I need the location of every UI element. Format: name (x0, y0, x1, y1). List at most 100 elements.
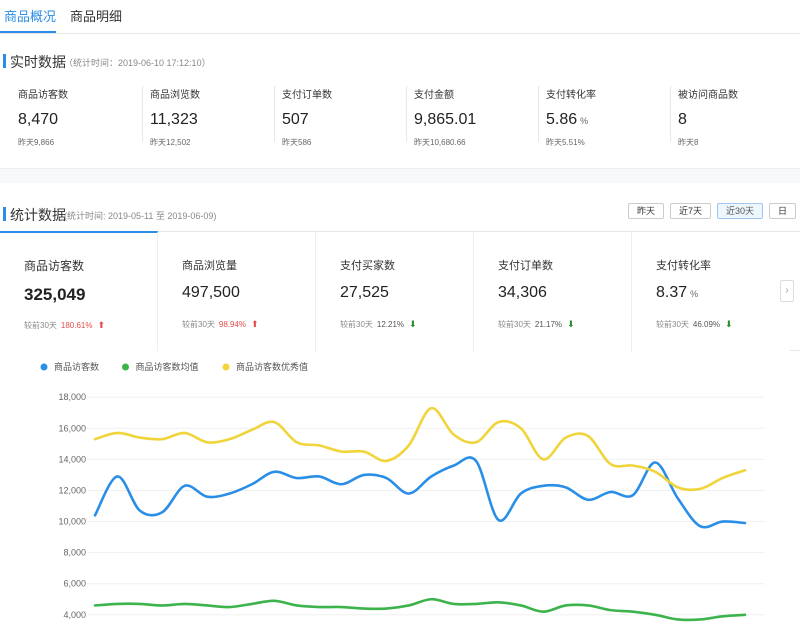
metric-value: 8,470 (18, 111, 59, 128)
change-percent: 46.09% (692, 320, 721, 329)
arrow-up-icon: ⬆ (97, 320, 106, 330)
card-value: 497,500 (182, 284, 240, 301)
card-label: 商品访客数 (24, 259, 85, 273)
card-label: 支付买家数 (340, 260, 395, 272)
metric-yesterday: 昨天12,502 (150, 138, 191, 147)
legend-marker (122, 363, 129, 371)
arrow-up-icon: ⬆ (251, 319, 259, 329)
series-line (93, 597, 747, 622)
date-range-buttons: 昨天 近7天 近30天 日 (627, 203, 796, 219)
metric-card-orders[interactable]: 支付订单数 34,306 较前30天 21.17% ⬇ (474, 232, 632, 352)
metric-card-visitors[interactable]: 商品访客数 325,049 较前30天 180.61% ⬆ (0, 231, 158, 351)
divider (142, 86, 143, 142)
realtime-metric: 商品访客数 8,470 昨天9,866 (18, 86, 150, 148)
stats-subtitle: (统计时间: 2019-05-11 至 2019-06-09) (64, 211, 217, 221)
card-compare: 较前30天 180.61% ⬆ (24, 320, 106, 330)
metric-yesterday: 昨天586 (282, 138, 312, 147)
change-percent: 98.94% (218, 320, 247, 329)
visitor-trend-chart: 4,000 6,000 8,000 10,000 12,000 14,000 16,000 1… (0, 351, 800, 630)
section-gap (0, 169, 800, 183)
metric-label: 商品访客数 (18, 90, 68, 101)
tab-product-overview[interactable]: 商品概况 (4, 9, 57, 24)
metric-cards: 商品访客数 325,049 较前30天 180.61% ⬆ 商品浏览量 497,50… (0, 231, 800, 352)
card-label: 支付转化率 (656, 260, 711, 272)
realtime-title: 实时数据 (10, 54, 66, 70)
yesterday-button[interactable]: 昨天 (627, 203, 664, 219)
realtime-metric: 支付转化率 5.86% 昨天5.51% (538, 86, 678, 148)
realtime-metric: 商品浏览数 11,323 昨天12,502 (142, 86, 282, 148)
legend-label: 商品访客数 (54, 361, 99, 372)
metric-yesterday: 昨天5.51% (546, 138, 585, 147)
realtime-section: 实时数据 （统计时间：2019-06-10 17:12:10） 商品访客数 8,… (0, 34, 800, 169)
change-percent: 180.61% (60, 321, 93, 330)
day-button[interactable]: 日 (768, 203, 796, 219)
active-tab-underline (0, 31, 56, 33)
line-chart-svg: 4,000 6,000 8,000 10,000 12,000 14,000 16,000 1… (40, 361, 765, 622)
y-tick-label: 18,000 (58, 392, 86, 402)
y-tick-label: 8,000 (63, 548, 86, 558)
metric-label: 商品浏览数 (150, 90, 200, 101)
divider (274, 86, 275, 142)
metric-value: 507 (282, 111, 309, 128)
metric-label: 被访问商品数 (678, 90, 738, 101)
card-compare: 较前30天 12.21% ⬇ (340, 319, 417, 329)
metric-value: 9,865.01 (414, 111, 477, 128)
realtime-metric: 支付金额 9,865.01 昨天10,680.66 (406, 86, 546, 148)
metric-label: 支付订单数 (282, 90, 332, 101)
metric-value: 8 (678, 111, 687, 128)
metric-yesterday: 昨天10,680.66 (414, 138, 466, 147)
card-value: 8.37% (656, 284, 699, 301)
metric-yesterday: 昨天9,866 (18, 138, 55, 147)
y-tick-label: 6,000 (63, 579, 86, 589)
realtime-metric: 被访问商品数 8 昨天8 (670, 86, 800, 148)
y-tick-label: 12,000 (58, 485, 86, 495)
realtime-metric: 支付订单数 507 昨天586 (274, 86, 414, 148)
y-tick-label: 10,000 (58, 517, 86, 527)
card-compare: 较前30天 98.94% ⬆ (182, 319, 259, 329)
metric-value: 5.86% (546, 111, 589, 128)
card-value: 34,306 (498, 284, 547, 301)
card-value: 325,049 (24, 285, 86, 304)
change-percent: 21.17% (534, 320, 563, 329)
legend-label: 商品访客数均值 (136, 361, 199, 372)
card-label: 支付订单数 (498, 260, 553, 272)
metric-card-buyers[interactable]: 支付买家数 27,525 较前30天 12.21% ⬇ (316, 232, 474, 352)
realtime-subtitle: （统计时间：2019-06-10 17:12:10） (64, 58, 211, 68)
tab-product-detail[interactable]: 商品明细 (70, 9, 123, 24)
card-compare: 较前30天 21.17% ⬇ (498, 319, 575, 329)
chevron-right-icon[interactable]: › (780, 280, 794, 302)
stats-title: 统计数据 (10, 207, 66, 223)
card-unit: % (690, 289, 699, 299)
metric-value: 11,323 (150, 111, 198, 128)
legend-marker (40, 363, 48, 371)
arrow-down-icon: ⬇ (409, 319, 417, 329)
metric-label: 支付转化率 (546, 90, 596, 101)
stats-header: 统计数据 (统计时间: 2019-05-11 至 2019-06-09) 昨天 … (0, 183, 800, 231)
card-label: 商品浏览量 (182, 260, 237, 272)
change-percent: 12.21% (376, 320, 405, 329)
card-value: 27,525 (340, 284, 389, 301)
metric-card-pageviews[interactable]: 商品浏览量 497,500 较前30天 98.94% ⬆ (158, 232, 316, 352)
section-marker (3, 207, 6, 221)
metric-yesterday: 昨天8 (678, 138, 699, 147)
legend-label: 商品访客数优秀值 (236, 361, 308, 372)
last-30-days-button[interactable]: 近30天 (716, 203, 763, 219)
series-line (93, 406, 747, 492)
divider (538, 86, 539, 142)
y-tick-label: 4,000 (63, 610, 86, 620)
y-tick-label: 14,000 (58, 454, 86, 464)
arrow-down-icon: ⬇ (567, 319, 575, 329)
arrow-down-icon: ⬇ (725, 319, 733, 329)
legend-marker (222, 363, 230, 371)
top-tabs: 商品概况 商品明细 (0, 0, 800, 34)
last-7-days-button[interactable]: 近7天 (669, 203, 711, 219)
divider (670, 86, 671, 142)
y-tick-label: 16,000 (58, 423, 86, 433)
series-line (93, 456, 747, 529)
divider (406, 86, 407, 142)
metric-unit: % (580, 116, 589, 126)
section-marker (3, 54, 6, 68)
card-compare: 较前30天 46.09% ⬇ (656, 319, 733, 329)
metric-card-conversion[interactable]: 支付转化率 8.37% 较前30天 46.09% ⬇ (632, 232, 790, 352)
metric-label: 支付金额 (414, 90, 454, 101)
